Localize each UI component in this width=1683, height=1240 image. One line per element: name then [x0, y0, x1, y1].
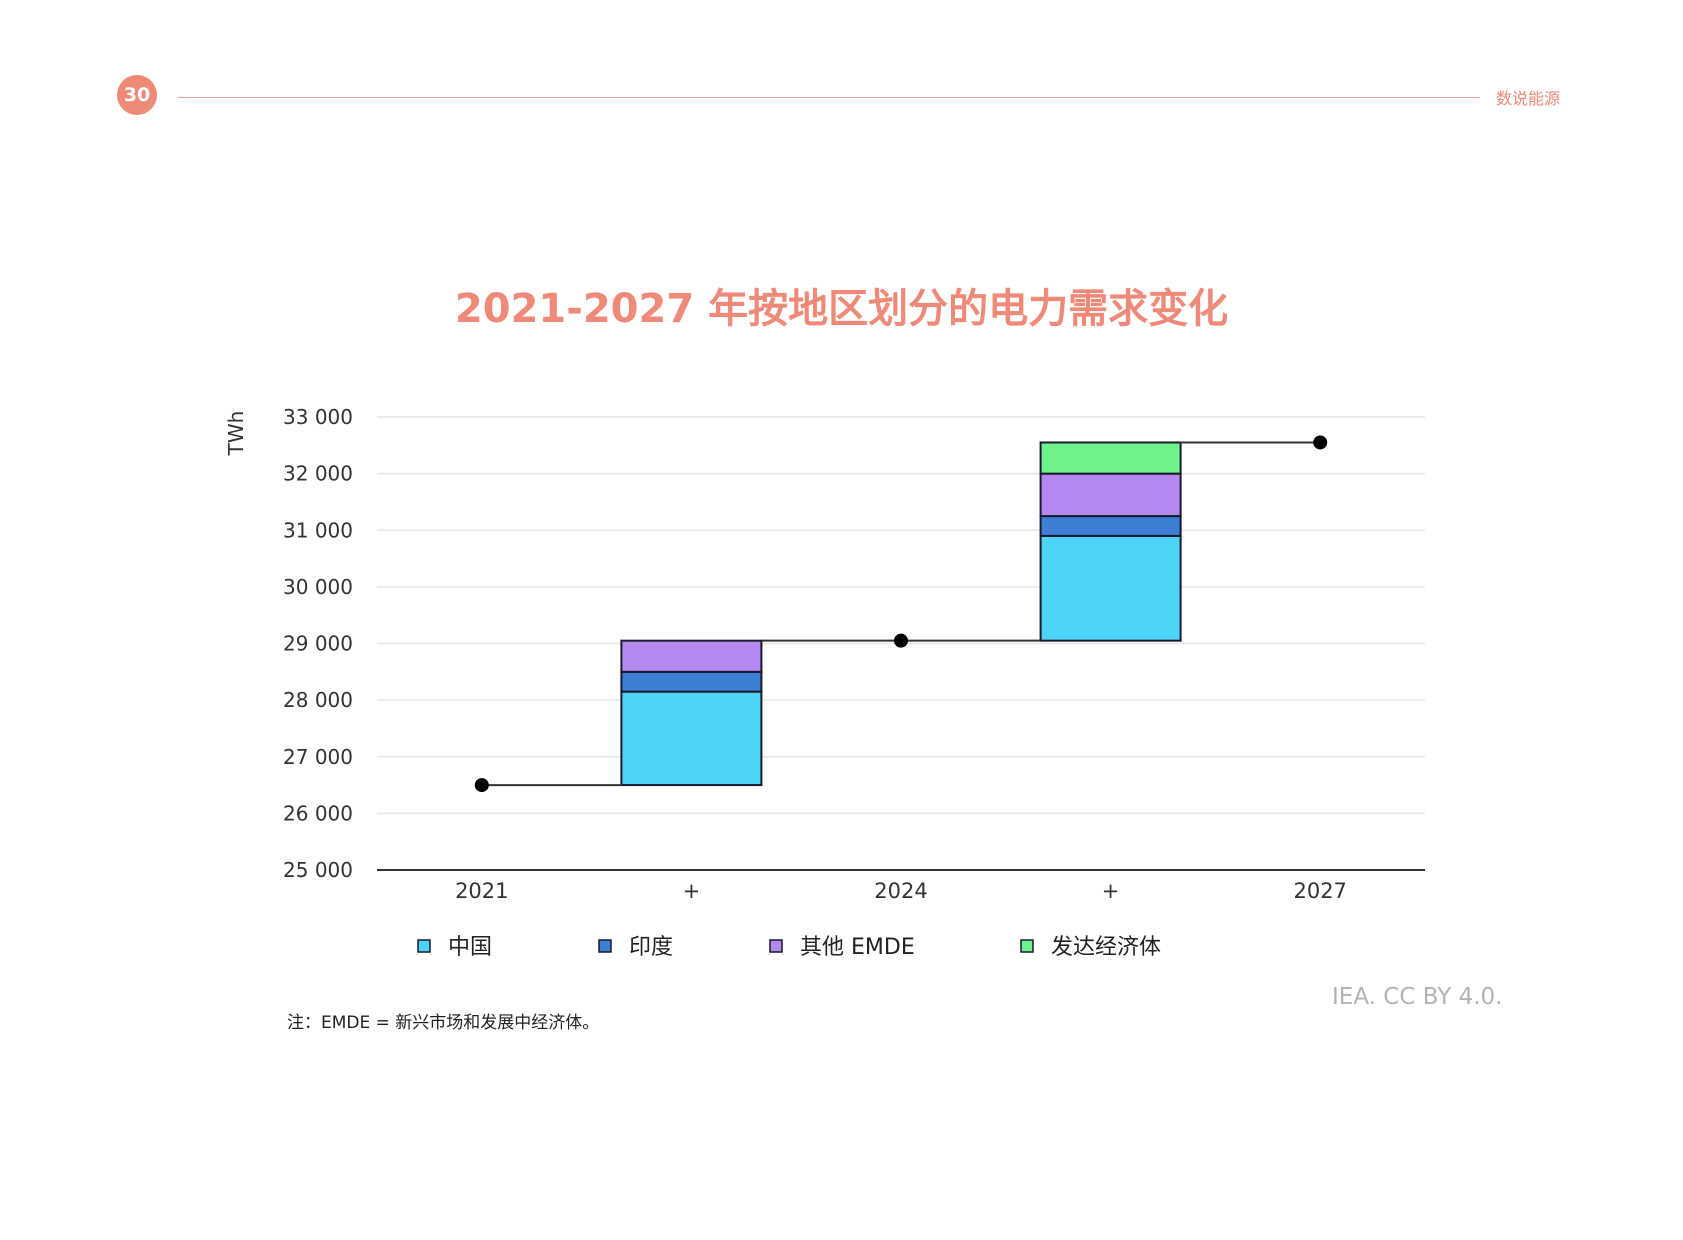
bar-segment: [1039, 441, 1182, 475]
bars: [620, 441, 1182, 787]
y-tick-label: 33 000: [283, 405, 353, 429]
legend-label: 发达经济体: [1051, 935, 1161, 960]
legend-label: 印度: [629, 935, 673, 960]
footnote: 注：EMDE = 新兴市场和发展中经济体。: [287, 1013, 600, 1033]
x-tick-label: 2021: [455, 879, 508, 903]
bar-segment: [1039, 515, 1182, 537]
y-tick-label: 30 000: [283, 575, 353, 599]
y-tick-label: 25 000: [283, 858, 353, 882]
total-points: [474, 435, 1328, 793]
gridlines: [377, 416, 1425, 871]
y-tick-label: 31 000: [283, 518, 353, 542]
x-tick-labels: 2021 +2024 +2027: [455, 879, 1347, 903]
total-point: [474, 778, 489, 793]
header-divider: [178, 97, 1480, 98]
connector-lines: [481, 441, 1321, 787]
legend-label: 其他 EMDE: [800, 935, 915, 960]
y-tick-label: 28 000: [283, 688, 353, 712]
source-credit: IEA. CC BY 4.0.: [1332, 984, 1503, 1010]
legend-label: 中国: [448, 935, 492, 960]
page-number-badge: 30: [117, 75, 157, 115]
legend: 中国 印度 其他 EMDE 发达经济体: [417, 935, 1161, 960]
y-tick-label: 27 000: [283, 745, 353, 769]
bar-segment: [620, 690, 763, 787]
section-name: 数说能源: [1496, 89, 1561, 108]
legend-swatch: [417, 939, 431, 953]
x-tick-label: +: [1102, 879, 1120, 903]
bar-segment: [620, 670, 763, 693]
bar-segment: [1039, 534, 1182, 642]
chart-title: 2021-2027 年按地区划分的电力需求变化: [454, 286, 1229, 332]
legend-swatch: [598, 939, 612, 953]
bar-segment: [620, 639, 763, 673]
y-axis-label: TWh: [224, 411, 248, 457]
y-tick-label: 26 000: [283, 801, 353, 825]
y-tick-labels: 25 000 26 000 27 000 28 000 29 000 30 000 31 0…: [283, 405, 353, 882]
x-tick-label: 2024: [874, 879, 927, 903]
x-tick-label: +: [683, 879, 701, 903]
y-tick-label: 32 000: [283, 462, 353, 486]
bar-segment: [1039, 472, 1182, 518]
legend-swatch: [769, 939, 783, 953]
total-point: [1313, 435, 1328, 450]
legend-swatch: [1020, 939, 1034, 953]
y-tick-label: 29 000: [283, 632, 353, 656]
x-tick-label: 2027: [1293, 879, 1346, 903]
total-point: [894, 633, 908, 648]
